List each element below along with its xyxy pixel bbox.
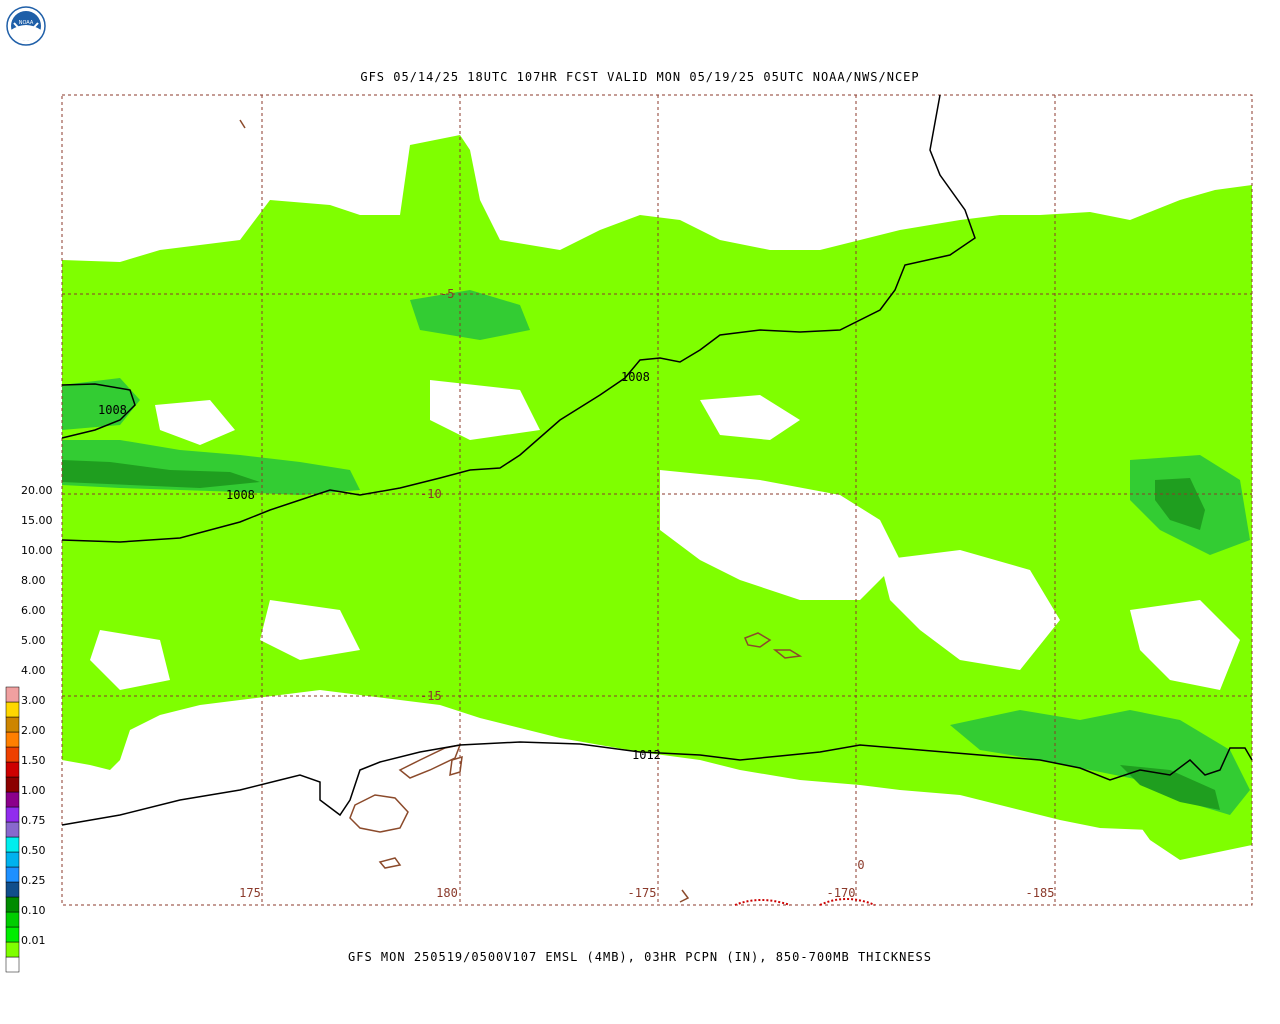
legend-label: 2.00 xyxy=(21,724,46,737)
isobar-1008-main xyxy=(61,94,976,543)
precip-area-main xyxy=(62,135,1252,840)
lon-labels: 175 180 -175 -170 -185 0 xyxy=(239,858,1054,900)
fiji-taveuni xyxy=(449,755,463,777)
legend-swatch xyxy=(5,806,20,823)
legend-swatch xyxy=(5,791,20,808)
map-title: GFS 05/14/25 18UTC 107HR FCST VALID MON … xyxy=(360,70,920,84)
precip-heavy-south xyxy=(1120,765,1220,810)
precip-legend: 20.00 15.00 10.00 8.00 6.00 5.00 4.00 3.00 2.00 1… xyxy=(5,484,53,973)
thickness-contour-red xyxy=(734,898,876,906)
noaa-logo: NOAA xyxy=(6,6,46,46)
legend-swatch xyxy=(5,731,20,748)
legend-label: 0.01 xyxy=(21,934,46,947)
dry-gap-3 xyxy=(1130,600,1240,690)
legend-swatch xyxy=(5,776,20,793)
legend-swatch xyxy=(5,851,20,868)
map-subtitle: GFS MON 250519/0500V107 EMSL (4MB), 03HR… xyxy=(348,950,932,964)
lon-label-neg175: -175 xyxy=(628,886,657,900)
lon-label-175: 175 xyxy=(239,886,261,900)
legend-swatch xyxy=(5,911,20,928)
samoa-savaii xyxy=(744,632,772,648)
legend-label: 4.00 xyxy=(21,664,46,677)
legend-swatch xyxy=(5,836,20,853)
fiji-vanua-levu xyxy=(398,743,462,779)
legend-label: 15.00 xyxy=(21,514,53,527)
stray-contour-label: 0 xyxy=(857,858,864,872)
coastlines xyxy=(239,119,803,903)
island-small-2 xyxy=(239,119,246,129)
legend-label: 1.50 xyxy=(21,754,46,767)
legend-swatch xyxy=(5,716,20,733)
logo-text: NOAA xyxy=(19,20,34,26)
legend-label: 3.00 xyxy=(21,694,46,707)
island-small-1 xyxy=(378,857,402,869)
isobar-label-1012: 1012 xyxy=(632,748,661,762)
legend-swatch xyxy=(5,701,20,718)
isobar-1012 xyxy=(61,741,1253,826)
legend-swatch xyxy=(5,761,20,778)
legend-swatch xyxy=(5,881,20,898)
isobar-label-1008-west: 1008 xyxy=(98,403,127,417)
legend-label: 10.00 xyxy=(21,544,53,557)
precipitation-layer xyxy=(62,135,1252,860)
legend-swatch xyxy=(5,896,20,913)
lat-label-10: -10 xyxy=(420,487,442,501)
dry-gap-6 xyxy=(430,380,540,440)
legend-swatch xyxy=(5,821,20,838)
isobar-labels: 1008 1008 1008 1012 xyxy=(98,370,661,762)
legend-label: 6.00 xyxy=(21,604,46,617)
legend-label: 0.50 xyxy=(21,844,46,857)
isobars xyxy=(61,94,1253,826)
legend-swatch xyxy=(5,926,20,943)
dry-gap-7 xyxy=(155,400,235,445)
isobar-label-1008-north: 1008 xyxy=(621,370,650,384)
isobar-label-1008-central: 1008 xyxy=(226,488,255,502)
lon-label-180: 180 xyxy=(436,886,458,900)
dry-gap-8 xyxy=(700,395,800,440)
dry-gap-2 xyxy=(880,550,1060,670)
precip-moderate-north xyxy=(410,290,530,340)
isobar-1008-west xyxy=(61,383,136,439)
precip-heavy-west xyxy=(62,460,260,488)
island-small-3 xyxy=(679,889,690,903)
fiji-viti-levu xyxy=(349,794,409,833)
legend-label: 0.25 xyxy=(21,874,46,887)
lon-label-neg170: -170 xyxy=(827,886,856,900)
legend-label: 8.00 xyxy=(21,574,46,587)
precip-heavy-east xyxy=(1155,478,1205,530)
legend-label: 5.00 xyxy=(21,634,46,647)
legend-label: 0.10 xyxy=(21,904,46,917)
legend-swatch xyxy=(5,746,20,763)
dry-gap-5 xyxy=(260,600,360,660)
precip-moderate-northwest xyxy=(62,378,140,430)
map-frame xyxy=(61,94,1253,906)
lat-label-15: -15 xyxy=(420,689,442,703)
legend-label: 20.00 xyxy=(21,484,53,497)
dry-gap-1 xyxy=(660,470,900,600)
lat-labels: -5 -10 -15 xyxy=(420,287,454,703)
samoa-upolu xyxy=(772,649,803,659)
legend-label: 0.75 xyxy=(21,814,46,827)
lon-label-neg185: -185 xyxy=(1026,886,1055,900)
lat-label-5: -5 xyxy=(440,287,454,301)
precip-area-northeast xyxy=(1200,185,1252,320)
legend-swatch xyxy=(5,866,20,883)
legend-label: 1.00 xyxy=(21,784,46,797)
lat-lon-grid xyxy=(61,94,1253,906)
legend-swatch xyxy=(5,686,20,703)
dry-gap-4 xyxy=(90,630,170,690)
